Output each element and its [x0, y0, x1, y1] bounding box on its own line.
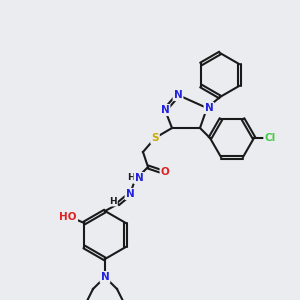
Text: N: N — [205, 103, 213, 113]
Text: N: N — [135, 173, 143, 183]
Text: H: H — [109, 196, 117, 206]
Text: N: N — [100, 272, 109, 282]
Text: N: N — [160, 105, 169, 115]
Text: N: N — [126, 189, 134, 199]
Text: HO: HO — [59, 212, 77, 222]
Text: S: S — [151, 133, 159, 143]
Text: O: O — [160, 167, 169, 177]
Text: H: H — [127, 173, 135, 182]
Text: Cl: Cl — [264, 133, 276, 143]
Text: N: N — [174, 90, 182, 100]
